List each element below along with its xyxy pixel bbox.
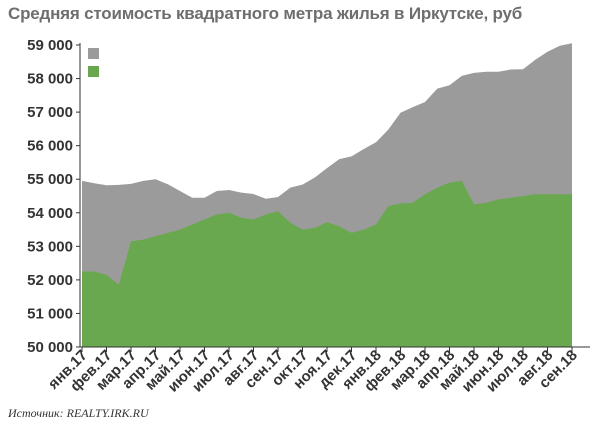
legend-label: Новостройки xyxy=(105,64,190,79)
y-tick-label: 54 000 xyxy=(27,205,73,222)
y-tick-label: 53 000 xyxy=(27,238,73,255)
y-tick-label: 51 000 xyxy=(27,305,73,322)
y-tick-label: 50 000 xyxy=(27,339,73,356)
y-tick-label: 52 000 xyxy=(27,272,73,289)
y-tick-label: 58 000 xyxy=(27,71,73,88)
y-tick-label: 55 000 xyxy=(27,171,73,188)
source-note: Источник: REALTY.IRK.RU xyxy=(8,406,149,420)
x-tick-labels: янв.17фев.17мар.17апр.17май.17июн.17июл.… xyxy=(45,347,581,396)
chart-title: Средняя стоимость квадратного метра жиль… xyxy=(8,4,523,23)
y-tick-label: 57 000 xyxy=(27,104,73,121)
areas-layer xyxy=(82,43,572,348)
legend: «Вторичка» Новостройки xyxy=(88,46,190,79)
axis-layer xyxy=(76,43,590,352)
legend-label: «Вторичка» xyxy=(105,46,180,61)
legend-swatch xyxy=(88,66,99,77)
y-tick-label: 59 000 xyxy=(27,37,73,54)
legend-swatch xyxy=(88,48,99,59)
y-tick-labels: 50 000 51 000 52 000 53 000 54 000 55 000 56 0… xyxy=(27,37,73,356)
y-tick-label: 56 000 xyxy=(27,138,73,155)
area-series-1 xyxy=(82,180,572,347)
